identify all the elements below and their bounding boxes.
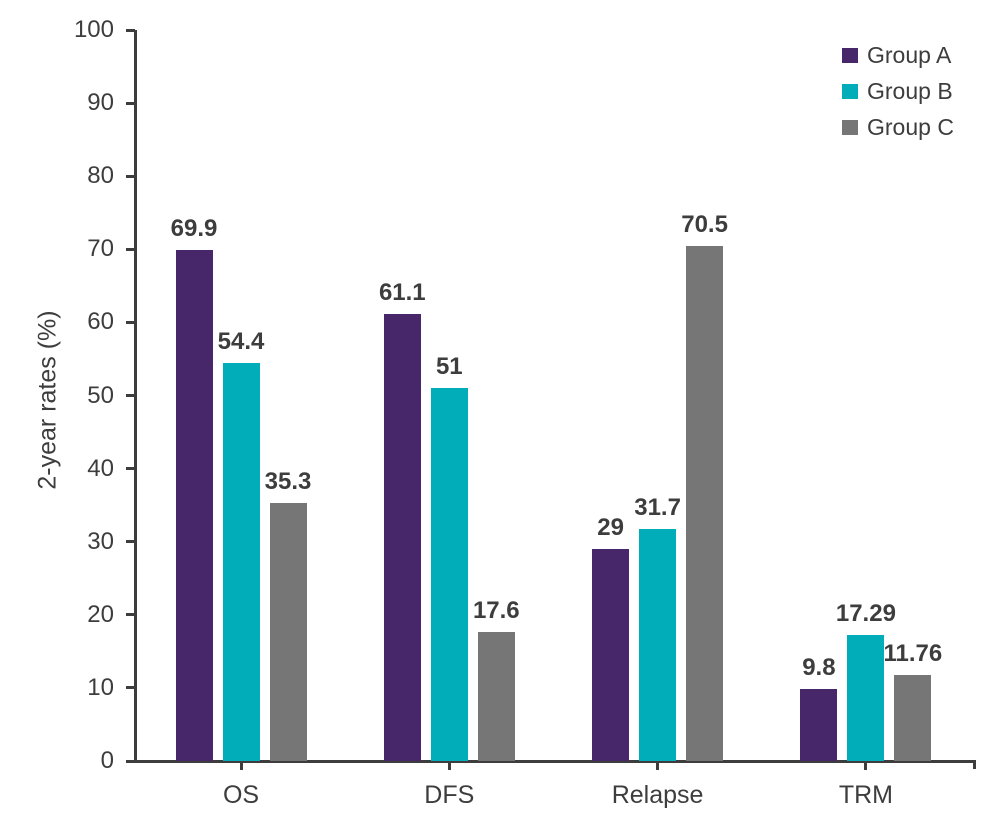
legend-swatch-group-b	[842, 83, 858, 99]
legend-label-group-b: Group B	[867, 78, 953, 104]
x-axis-category-label: DFS	[424, 781, 475, 809]
bar-value-label: 51	[435, 353, 463, 381]
bar-value-label: 29	[597, 514, 624, 541]
bar-value-label: 17.29	[835, 599, 896, 627]
x-axis-tick	[864, 763, 868, 770]
bar-group-c-trm	[894, 675, 932, 761]
legend-item-group-c: Group C	[842, 114, 954, 140]
y-axis-tick-label: 80	[87, 162, 114, 190]
bar-value-label: 31.7	[634, 494, 681, 522]
legend-item-group-a: Group A	[842, 42, 954, 68]
y-axis-tick	[126, 174, 135, 178]
bar-value-label: 9.8	[802, 654, 836, 682]
bar-group-a-dfs	[383, 314, 421, 761]
bar-value-label: 17.6	[472, 597, 520, 625]
legend-swatch-group-a	[842, 47, 858, 63]
y-axis-tick-label: 10	[87, 673, 114, 701]
bar-group-c-dfs	[477, 632, 515, 761]
x-axis-tick	[239, 763, 243, 770]
bar-group-a-trm	[800, 689, 838, 761]
bar-group-b-trm	[847, 634, 885, 761]
y-axis-tick	[126, 686, 135, 690]
bar-group-c-relapse	[686, 245, 724, 761]
y-axis-tick-label: 40	[87, 454, 114, 482]
legend-label-group-c: Group C	[867, 114, 954, 140]
y-axis-line	[134, 30, 137, 763]
bar-group-a-os	[175, 250, 213, 761]
y-axis-tick	[126, 394, 135, 397]
y-axis-tick	[126, 613, 135, 617]
y-axis-tick	[126, 320, 135, 324]
y-axis-tick	[126, 247, 135, 251]
y-axis-tick	[126, 101, 135, 105]
bar-group-c-os	[269, 502, 307, 761]
y-axis-tick-label: 100	[73, 16, 114, 43]
y-axis-tick-label: 0	[100, 747, 114, 774]
x-axis-category-label: OS	[222, 781, 260, 809]
x-axis-end-cap	[973, 763, 976, 769]
y-axis-tick	[126, 28, 135, 32]
y-axis-tick	[126, 759, 135, 763]
bar-group-b-dfs	[430, 388, 468, 761]
bar-group-a-relapse	[592, 549, 630, 761]
y-axis-tick-label: 90	[87, 89, 114, 117]
x-axis-tick	[447, 763, 451, 770]
bar-group-b-relapse	[639, 529, 677, 761]
y-axis-tick	[126, 540, 135, 544]
bar-value-label: 70.5	[681, 210, 728, 238]
y-axis-tick-label: 70	[87, 235, 114, 263]
legend: Group A Group B Group C	[842, 42, 954, 153]
bar-value-label: 61.1	[378, 279, 426, 307]
bar-group-b-os	[222, 363, 260, 761]
y-axis-tick-label: 50	[87, 381, 114, 409]
x-axis-tick	[656, 763, 660, 770]
legend-item-group-b: Group B	[842, 78, 954, 104]
y-axis-tick-label: 20	[87, 600, 114, 628]
y-axis-tick-label: 30	[87, 527, 114, 555]
x-axis-category-label: Relapse	[611, 781, 704, 809]
x-axis-category-label: TRM	[838, 781, 893, 809]
bar-value-label: 69.9	[170, 215, 218, 243]
bar-value-label: 35.3	[264, 467, 312, 495]
y-axis-tick-label: 60	[87, 308, 114, 336]
bar-value-label: 54.4	[217, 328, 265, 356]
bar-value-label: 11.76	[883, 640, 943, 668]
legend-label-group-a: Group A	[867, 42, 952, 68]
x-axis-line	[134, 760, 976, 763]
legend-swatch-group-c	[842, 119, 858, 135]
y-axis-tick	[126, 467, 135, 471]
